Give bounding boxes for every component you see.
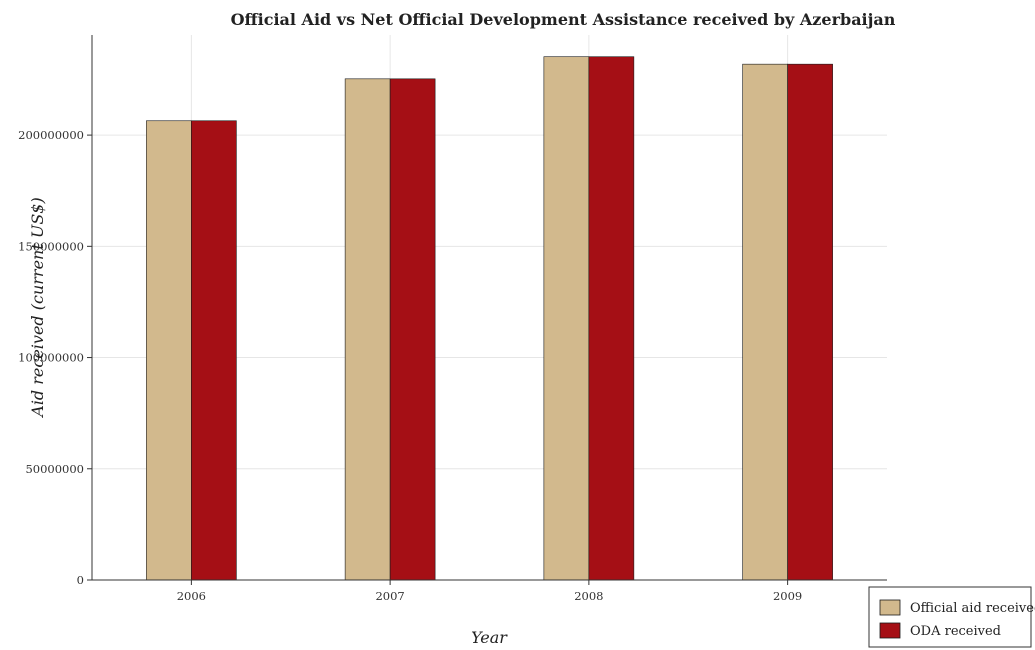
x-axis-title: Year [471, 628, 508, 647]
legend-swatch-official-aid [879, 599, 901, 616]
y-tick-label-2: 100000000 [18, 351, 84, 365]
x-tick-label-2008: 2008 [574, 589, 603, 603]
y-tick-label-4: 200000000 [18, 128, 84, 142]
chart-title: Official Aid vs Net Official Development… [231, 10, 896, 29]
y-axis-title: Aid received (current US$) [28, 197, 47, 418]
x-tick-label-2006: 2006 [177, 589, 206, 603]
y-tick-label-1: 50000000 [25, 462, 84, 476]
bar-oda-2009 [787, 63, 833, 581]
legend-label-official-aid: Official aid received [910, 601, 1035, 616]
bar-oda-2007 [389, 78, 436, 581]
bar-oda-2006 [191, 120, 237, 581]
axes [87, 35, 887, 585]
legend-swatch-oda [879, 622, 901, 639]
x-tick-label-2007: 2007 [375, 589, 404, 603]
x-tick-label-2009: 2009 [773, 589, 802, 603]
bar-official-aid-2008 [543, 56, 590, 581]
tick-labels: 0 50000000 100000000 150000000 200000000 2006… [18, 128, 802, 603]
y-tick-label-0: 0 [77, 573, 84, 587]
bar-official-aid-2007 [344, 78, 391, 581]
bar-oda-2008 [588, 56, 635, 581]
legend: Official aid received ODA received [868, 586, 1035, 648]
bar-official-aid-2009 [742, 63, 788, 581]
y-tick-label-3: 150000000 [18, 239, 84, 253]
legend-label-oda: ODA received [910, 624, 1001, 639]
bar-official-aid-2006 [146, 120, 192, 581]
bars [146, 56, 833, 581]
